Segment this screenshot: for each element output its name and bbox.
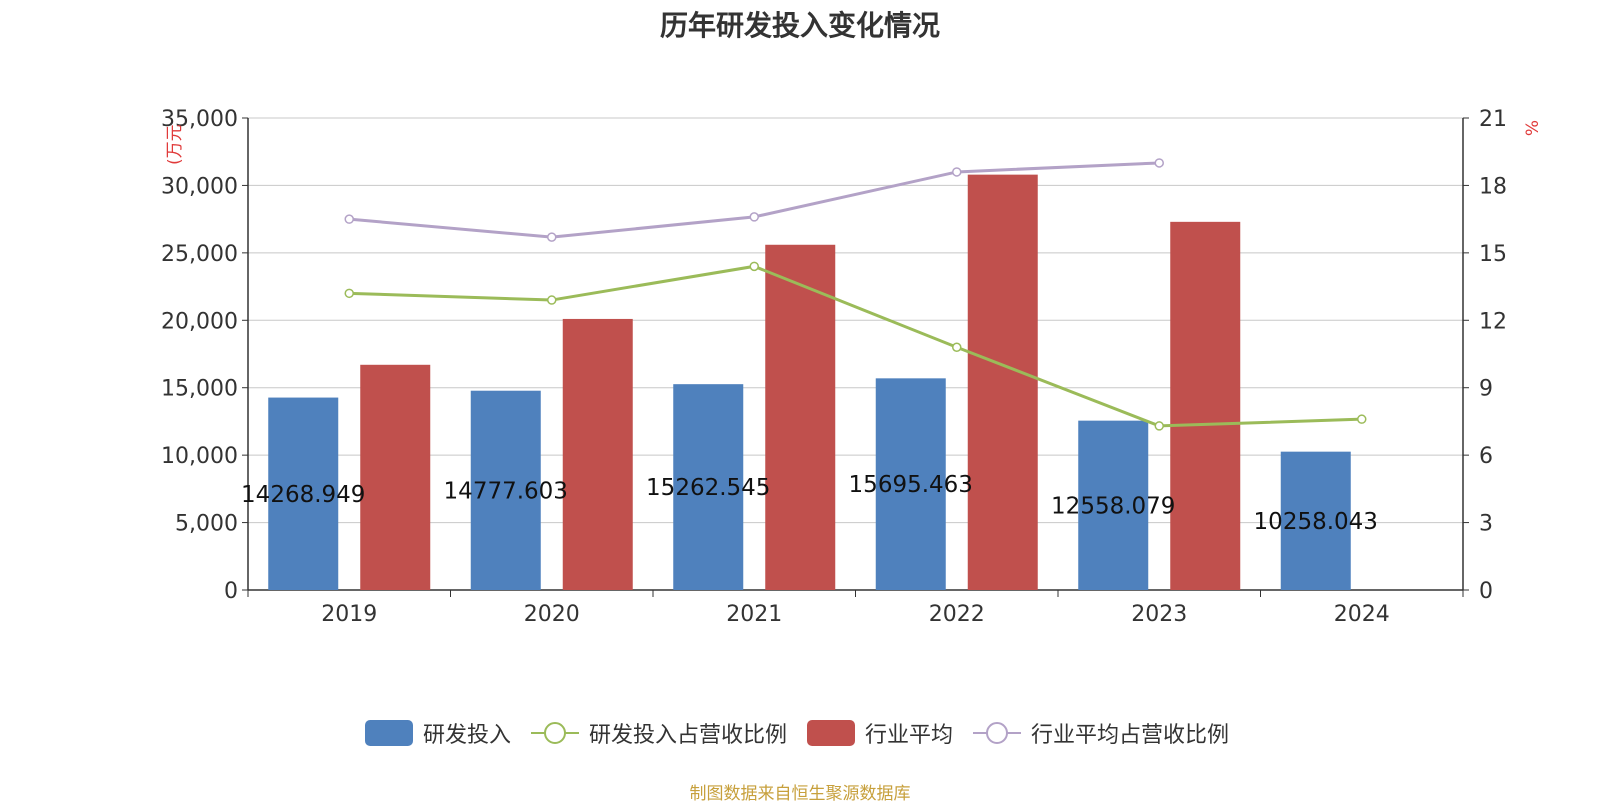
point-industry-ratio <box>749 212 759 222</box>
x-tick-label: 2021 <box>726 602 782 627</box>
legend-swatch-rd-investment <box>364 720 413 746</box>
point-rd-ratio <box>1154 421 1164 431</box>
bar-rd-investment <box>673 384 744 590</box>
point-industry-ratio <box>547 232 557 242</box>
bar-industry-average <box>1170 221 1241 590</box>
x-tick-label: 2024 <box>1334 602 1390 627</box>
legend-item-rd-ratio[interactable]: 研发投入占营收比例 <box>530 717 787 749</box>
bar-rd-investment <box>875 378 946 590</box>
y-right-tick-label: 3 <box>1479 512 1493 537</box>
data-label-rd-investment: 14777.603 <box>444 478 568 504</box>
bar-industry-average <box>562 318 633 590</box>
bar-industry-average <box>967 174 1038 590</box>
x-tick-label: 2020 <box>524 602 580 627</box>
y-left-tick-label: 35,000 <box>161 107 238 132</box>
x-tick-label: 2022 <box>929 602 985 627</box>
x-tick-label: 2023 <box>1131 602 1187 627</box>
data-label-rd-investment: 10258.043 <box>1254 509 1378 535</box>
bar-rd-investment <box>1078 420 1149 590</box>
y-left-tick-label: 30,000 <box>161 174 238 199</box>
legend-item-industry-average[interactable]: 行业平均 <box>807 717 953 749</box>
legend-label-rd-ratio: 研发投入占营收比例 <box>588 723 787 748</box>
y-left-tick-label: 10,000 <box>161 444 238 469</box>
y-left-tick-label: 20,000 <box>161 309 238 334</box>
point-rd-ratio <box>749 261 759 272</box>
legend-item-industry-ratio[interactable]: 行业平均占营收比例 <box>973 717 1229 749</box>
y-left-tick-label: 5,000 <box>175 512 238 537</box>
x-tick-label: 2019 <box>321 602 377 627</box>
point-rd-ratio <box>952 342 962 353</box>
bar-rd-investment <box>268 397 339 590</box>
y-left-tick-label: 0 <box>224 579 238 604</box>
chart-title: 历年研发投入变化情况 <box>659 9 940 42</box>
y-right-tick-label: 9 <box>1479 377 1493 402</box>
point-rd-ratio <box>344 288 354 299</box>
y-right-axis-label: % <box>1523 120 1543 136</box>
line-rd-ratio <box>349 264 1362 428</box>
data-label-rd-investment: 15262.545 <box>646 475 770 501</box>
y-left-axis-label: (万元 <box>165 124 185 165</box>
legend-label-industry-ratio: 行业平均占营收比例 <box>1031 723 1230 748</box>
legend-item-rd-investment[interactable]: 研发投入 <box>364 717 511 749</box>
y-left-tick-label: 25,000 <box>161 242 238 267</box>
y-right-tick-label: 18 <box>1479 174 1507 199</box>
legend-swatch-rd-ratio <box>530 720 579 746</box>
legend-label-industry-average: 行业平均 <box>865 723 954 748</box>
legend-swatch-industry-average <box>807 720 855 746</box>
point-rd-ratio <box>1357 414 1367 424</box>
bar-industry-average <box>360 364 431 590</box>
y-right-tick-label: 0 <box>1479 579 1493 604</box>
point-industry-ratio <box>1154 158 1164 168</box>
point-industry-ratio <box>344 214 354 224</box>
data-label-rd-investment: 15695.463 <box>849 472 973 498</box>
bar-industry-average <box>765 244 836 590</box>
bar-rd-investment <box>1280 451 1351 590</box>
y-left-tick-label: 15,000 <box>161 377 238 402</box>
y-right-tick-label: 21 <box>1479 107 1507 132</box>
point-rd-ratio <box>547 295 557 305</box>
legend-swatch-industry-ratio <box>973 720 1022 746</box>
bar-rd-investment <box>470 390 541 590</box>
data-label-rd-investment: 14268.949 <box>241 482 365 508</box>
data-label-rd-investment: 12558.079 <box>1051 493 1175 519</box>
legend-label-rd-investment: 研发投入 <box>422 723 511 748</box>
y-right-tick-label: 6 <box>1479 444 1493 469</box>
point-industry-ratio <box>952 167 962 177</box>
chart-legend: 研发投入 研发投入占营收比例 行业平均 行业平均占营收比例 <box>0 717 1600 749</box>
y-right-tick-label: 15 <box>1479 242 1507 267</box>
y-right-tick-label: 12 <box>1479 309 1507 334</box>
data-source-note: 制图数据来自恒生聚源数据库 <box>689 784 911 804</box>
